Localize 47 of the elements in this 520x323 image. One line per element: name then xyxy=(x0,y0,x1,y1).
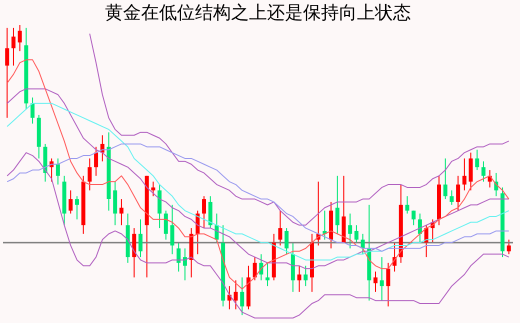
candlestick xyxy=(278,210,282,246)
candlestick xyxy=(348,213,352,249)
candlestick xyxy=(468,152,473,191)
candlestick xyxy=(475,149,480,171)
candlestick xyxy=(74,196,79,220)
candlestick xyxy=(373,271,378,292)
candlestick xyxy=(450,190,454,206)
candlestick xyxy=(30,97,35,124)
candlestick xyxy=(5,27,10,118)
candlestick xyxy=(360,233,365,255)
candlestick xyxy=(481,160,486,182)
candlestick xyxy=(240,276,244,316)
candlestick xyxy=(304,265,308,287)
candlestick xyxy=(506,239,511,255)
candlestick xyxy=(56,158,60,186)
candlestick xyxy=(132,228,136,278)
candlestick xyxy=(354,224,358,244)
candlestick xyxy=(113,181,118,226)
candlestick xyxy=(412,210,416,226)
candlestick xyxy=(94,146,98,176)
candlestick xyxy=(252,256,257,281)
candlestick xyxy=(88,158,92,191)
candlestick xyxy=(151,181,156,197)
candlestick xyxy=(462,158,466,191)
candlestick xyxy=(335,175,340,234)
candlestick xyxy=(158,184,162,229)
candlestick xyxy=(443,158,448,200)
candlestick xyxy=(266,262,270,287)
candlestick xyxy=(164,210,168,240)
candlestick xyxy=(170,204,174,255)
candlestick xyxy=(386,262,390,307)
candlestick xyxy=(68,190,73,214)
candlestick xyxy=(11,27,16,66)
candlestick xyxy=(234,280,238,310)
candlestick xyxy=(176,242,181,272)
candlestick xyxy=(182,248,187,281)
candlestick xyxy=(456,175,460,212)
candlestick xyxy=(138,218,143,258)
chart-title: 黄金在低位结构之上还是保持向上状态 xyxy=(105,2,411,24)
candlestick xyxy=(18,24,22,52)
candlestick xyxy=(284,228,289,255)
candlestick xyxy=(380,256,384,302)
candlestick xyxy=(405,196,410,214)
candlestick xyxy=(202,196,206,229)
candlestick xyxy=(297,265,302,292)
candlestick xyxy=(208,196,212,229)
candlestick xyxy=(119,198,124,226)
